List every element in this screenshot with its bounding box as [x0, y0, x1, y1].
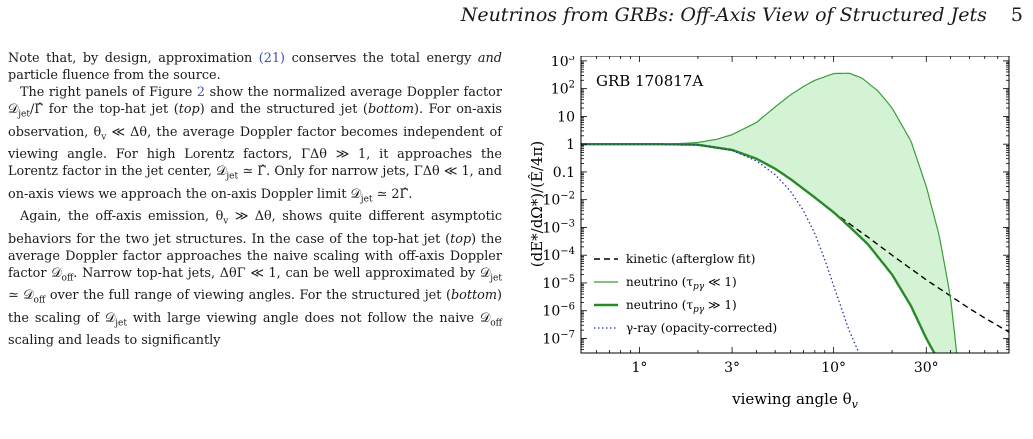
text-run: ≪ Δθ, the average Doppler factor becomes… — [8, 124, 503, 180]
running-header: Neutrinos from GRBs: Off-Axis View of St… — [0, 4, 1023, 26]
y-tick-label: 10−7 — [542, 329, 575, 347]
y-tick-label: 103 — [551, 56, 575, 70]
text-run: jet — [226, 171, 239, 182]
text-run: top — [178, 102, 200, 117]
figure-panel: 103 102 10 1 0.1 10−2 10−3 10−4 10−5 10−6 10−7 1° 3… — [520, 52, 1033, 435]
body-text-column: Note that, by design, approximation (21)… — [8, 50, 502, 349]
text-run: . Narrow top-hat jets, ΔθΓ ≪ 1, can be w… — [73, 265, 491, 281]
paragraph-1: Note that, by design, approximation (21)… — [8, 50, 502, 84]
legend-label: neutrino (τpγ ≫ 1) — [626, 298, 737, 315]
y-tick-label: 10−6 — [542, 302, 575, 320]
text-run: The right panels of Figure — [20, 85, 197, 100]
text-run: conserves the total energy — [285, 51, 478, 66]
y-tick-label: 10−2 — [542, 191, 575, 209]
text-run: jet — [115, 318, 127, 329]
y-tick-label: 10−4 — [542, 246, 575, 264]
text-run: ≃ Γ̂. Only for narrow jets, ΓΔθ ≪ 1, and… — [8, 164, 502, 202]
series-line-2 — [581, 143, 936, 353]
cross-reference-link[interactable]: 2 — [196, 85, 206, 100]
text-run: jet — [490, 273, 502, 284]
y-tick-label: 10 — [557, 109, 575, 125]
legend-label: kinetic (afterglow fit) — [626, 252, 755, 266]
x-tick-label: 1° — [631, 360, 647, 376]
text-run: bottom — [367, 102, 414, 117]
y-tick-label: 10−3 — [542, 218, 575, 236]
text-run: off — [33, 295, 46, 306]
text-run: with large viewing angle does not follow… — [126, 310, 491, 326]
y-tick-label: 0.1 — [553, 165, 575, 181]
text-run: and — [477, 51, 502, 66]
text-run: over the full range of viewing angles. F… — [45, 288, 451, 304]
text-run: bottom — [450, 288, 497, 304]
paragraph-3: Again, the off-axis emission, θv ≫ Δθ, s… — [8, 208, 502, 349]
y-tick-label: 10−5 — [542, 274, 575, 292]
text-run: top — [450, 231, 472, 247]
text-run: /Γ̂ for the top-hat jet ( — [29, 102, 179, 117]
legend-label: γ-ray (opacity-corrected) — [626, 321, 777, 335]
text-run: v — [223, 216, 229, 227]
cross-reference-link[interactable]: (21) — [258, 51, 286, 66]
text-run: v — [101, 132, 107, 143]
page-number: 5 — [1010, 4, 1023, 26]
text-run: ≃ 𝒟 — [8, 288, 34, 304]
text-run: ≫ Δθ, shows quite different asymptotic b… — [8, 209, 502, 247]
text-run: jet — [18, 109, 30, 120]
neutrino-band-fill — [581, 73, 957, 353]
text-run: off — [61, 273, 74, 284]
running-title: Neutrinos from GRBs: Off-Axis View of St… — [460, 4, 987, 26]
legend-label: neutrino (τpγ ≪ 1) — [626, 275, 737, 292]
plot-frame — [580, 55, 1010, 354]
text-run: ≃ 2Γ̂. — [372, 186, 413, 202]
y-tick-label: 102 — [551, 80, 575, 98]
text-run: ). For on-axis observation, θ — [8, 102, 502, 140]
text-run: particle fluence from the source. — [8, 68, 221, 83]
text-run: jet — [360, 194, 373, 205]
text-run: show the normalized average Doppler fact… — [8, 85, 502, 117]
text-run: ) the scaling of 𝒟 — [8, 288, 502, 326]
chart-title: GRB 170817A — [596, 72, 703, 90]
paragraph-2: The right panels of Figure 2 show the no… — [8, 84, 502, 208]
x-axis-label: viewing angle θv — [731, 390, 859, 411]
y-tick-label: 1 — [566, 137, 575, 153]
x-tick-label: 30° — [914, 360, 939, 376]
text-run: Note that, by design, approximation — [8, 51, 259, 66]
x-tick-label: 3° — [724, 360, 740, 376]
text-run: off — [490, 318, 502, 329]
text-run: ) and the structured jet ( — [199, 102, 368, 117]
text-run: scaling and leads to significantly — [8, 333, 221, 349]
text-run: Again, the off-axis emission, θ — [20, 209, 224, 225]
text-run: ) the average Doppler factor approaches … — [8, 231, 502, 281]
x-tick-label: 10° — [821, 360, 846, 376]
y-axis-label: (dE*/dΩ*)/(Ê/4π) — [528, 141, 546, 268]
